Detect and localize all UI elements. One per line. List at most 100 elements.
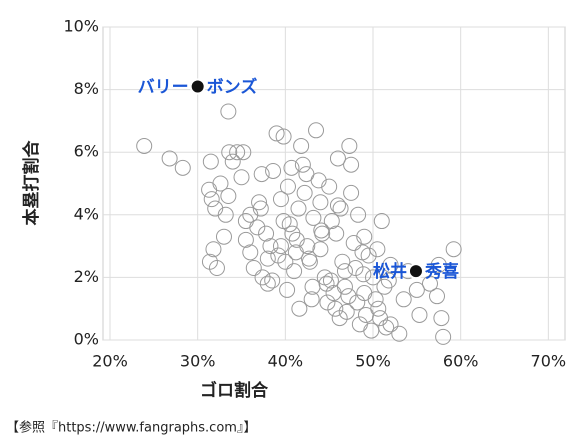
scatter-point bbox=[332, 200, 349, 217]
scatter-point bbox=[249, 219, 266, 236]
scatter-point bbox=[433, 310, 450, 327]
scatter-point bbox=[203, 191, 220, 208]
scatter-point bbox=[229, 144, 246, 161]
scatter-point bbox=[408, 281, 425, 298]
scatter-point bbox=[356, 228, 373, 245]
scatter-point bbox=[340, 288, 357, 305]
x-axis-label: ゴロ割合 bbox=[200, 380, 269, 401]
scatter-point bbox=[382, 316, 399, 333]
scatter-point bbox=[136, 137, 153, 154]
scatter-point bbox=[265, 162, 282, 179]
highlight-point bbox=[189, 78, 206, 95]
y-tick-label: 0% bbox=[74, 330, 99, 349]
x-tick-label: 70% bbox=[531, 352, 567, 371]
scatter-point bbox=[328, 225, 345, 242]
scatter-point bbox=[319, 294, 336, 311]
y-axis-label: 本塁打割合 bbox=[21, 140, 42, 226]
scatter-point bbox=[376, 278, 393, 295]
scatter-point bbox=[312, 241, 329, 258]
scatter-point bbox=[251, 194, 268, 211]
scatter-point bbox=[288, 231, 305, 248]
scatter-point bbox=[217, 206, 234, 223]
scatter-point bbox=[370, 300, 387, 317]
scatter-point bbox=[221, 144, 238, 161]
scatter-point bbox=[233, 169, 250, 186]
scatter-point bbox=[373, 213, 390, 230]
scatter-point bbox=[283, 159, 300, 176]
scatter-point bbox=[296, 184, 313, 201]
scatter-point bbox=[242, 206, 259, 223]
scatter-point bbox=[350, 206, 367, 223]
scatter-point bbox=[220, 188, 237, 205]
scatter-point bbox=[259, 250, 276, 267]
scatter-point bbox=[268, 125, 285, 142]
scatter-point bbox=[372, 310, 389, 327]
highlight-label: ボンズ bbox=[207, 76, 258, 97]
x-tick-label: 60% bbox=[443, 352, 479, 371]
scatter-point bbox=[308, 122, 325, 139]
source-note: 【参照『https://www.fangraphs.com』】 bbox=[6, 420, 256, 436]
scatter-point bbox=[237, 231, 254, 248]
highlight-label: 秀喜 bbox=[424, 262, 459, 282]
scatter-point bbox=[202, 153, 219, 170]
scatter-point bbox=[303, 291, 320, 308]
scatter-point bbox=[323, 213, 340, 230]
scatter-point bbox=[224, 153, 241, 170]
scatter-point bbox=[421, 275, 438, 292]
scatter-point bbox=[305, 209, 322, 226]
scatter-point bbox=[287, 244, 304, 261]
scatter-point bbox=[369, 241, 386, 258]
scatter-point bbox=[365, 269, 382, 286]
scatter-point bbox=[275, 128, 292, 145]
scatter-point bbox=[329, 150, 346, 167]
scatter-point bbox=[254, 269, 271, 286]
scatter-point bbox=[429, 288, 446, 305]
scatter-point bbox=[378, 319, 395, 336]
scatter-point bbox=[286, 263, 303, 280]
scatter-point bbox=[235, 144, 252, 161]
y-tick-label: 4% bbox=[74, 204, 99, 223]
x-tick-label: 20% bbox=[92, 352, 128, 371]
y-tick-label: 6% bbox=[74, 142, 99, 161]
scatter-point bbox=[336, 278, 353, 295]
scatter-point bbox=[220, 103, 237, 120]
plot-area bbox=[102, 26, 566, 341]
scatter-point bbox=[367, 291, 384, 308]
scatter-point bbox=[262, 238, 279, 255]
scatter-point bbox=[272, 191, 289, 208]
scatter-point bbox=[242, 244, 259, 261]
scatter-point bbox=[321, 178, 338, 195]
scatter-point bbox=[258, 225, 275, 242]
scatter-point bbox=[360, 247, 377, 264]
y-tick-label: 2% bbox=[74, 267, 99, 286]
scatter-point bbox=[259, 275, 276, 292]
scatter-point bbox=[380, 272, 397, 289]
scatter-point bbox=[301, 253, 318, 270]
scatter-point bbox=[343, 184, 360, 201]
scatter-point bbox=[435, 328, 452, 345]
scatter-point bbox=[391, 325, 408, 342]
x-tick-label: 40% bbox=[268, 352, 304, 371]
scatter-point bbox=[304, 278, 321, 295]
scatter-point bbox=[215, 228, 232, 245]
scatter-point bbox=[445, 241, 462, 258]
scatter-point bbox=[331, 310, 348, 327]
scatter-point bbox=[294, 156, 311, 173]
scatter-point bbox=[395, 291, 412, 308]
y-tick-label: 8% bbox=[74, 79, 99, 98]
x-tick-label: 50% bbox=[355, 352, 391, 371]
scatter-point bbox=[264, 272, 281, 289]
scatter-point bbox=[312, 194, 329, 211]
scatter-point bbox=[291, 300, 308, 317]
scatter-point bbox=[336, 263, 353, 280]
x-tick-label: 30% bbox=[180, 352, 216, 371]
scatter-point bbox=[205, 241, 222, 258]
scatter-point bbox=[253, 166, 270, 183]
scatter-point bbox=[174, 159, 191, 176]
scatter-point bbox=[334, 253, 351, 270]
scatter-point bbox=[382, 256, 399, 273]
scatter-point bbox=[208, 260, 225, 277]
scatter-point bbox=[322, 272, 339, 289]
